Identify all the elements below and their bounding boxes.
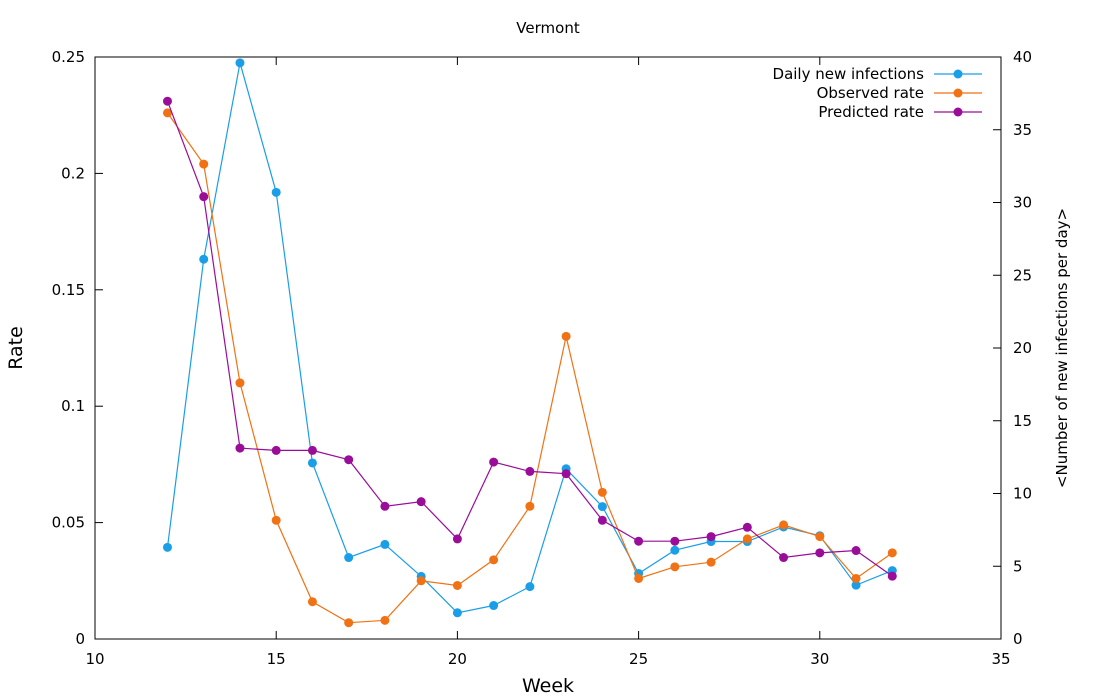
data-point <box>162 96 172 106</box>
data-point <box>670 536 680 546</box>
y2-tick-label: 35 <box>1013 121 1032 139</box>
data-point <box>634 573 644 583</box>
data-point <box>887 548 897 558</box>
data-point <box>489 555 499 565</box>
x-tick-label: 30 <box>810 650 829 668</box>
y2-tick-label: 40 <box>1013 48 1032 66</box>
data-point <box>634 536 644 546</box>
axis-tick-labels: 10 15 20 25 30 3500.050.10.150.20.25051015202… <box>52 48 1033 668</box>
data-point <box>344 618 354 628</box>
legend-marker <box>953 88 963 98</box>
x-tick-label: 35 <box>991 650 1010 668</box>
data-point <box>380 539 390 549</box>
series-group <box>162 58 897 628</box>
legend-label: Observed rate <box>817 84 924 102</box>
y-tick-label: 0 <box>75 630 85 648</box>
data-point <box>851 546 861 556</box>
legend-label: Daily new infections <box>773 65 925 83</box>
data-point <box>525 501 535 511</box>
series-0 <box>162 58 897 618</box>
data-point <box>452 580 462 590</box>
y2-tick-label: 30 <box>1013 194 1032 212</box>
data-point <box>344 455 354 465</box>
data-point <box>815 548 825 558</box>
data-point <box>561 469 571 479</box>
y-axis-label: Rate <box>5 326 27 370</box>
data-point <box>670 545 680 555</box>
data-point <box>670 562 680 572</box>
chart-title: Vermont <box>516 19 580 37</box>
x-tick-label: 10 <box>85 650 104 668</box>
data-point <box>887 571 897 581</box>
data-point <box>452 534 462 544</box>
data-point <box>344 553 354 563</box>
x-tick-label: 15 <box>267 650 286 668</box>
data-point <box>235 378 245 388</box>
data-point <box>416 497 426 507</box>
data-point <box>561 331 571 341</box>
data-point <box>271 515 281 525</box>
data-point <box>235 443 245 453</box>
data-point <box>452 608 462 618</box>
data-point <box>525 466 535 476</box>
y2-tick-label: 0 <box>1013 630 1023 648</box>
legend-label: Predicted rate <box>818 103 924 121</box>
data-point <box>307 597 317 607</box>
data-point <box>597 487 607 497</box>
y2-tick-label: 5 <box>1013 557 1023 575</box>
data-point <box>307 458 317 468</box>
data-point <box>706 532 716 542</box>
data-point <box>779 553 789 563</box>
y-tick-label: 0.05 <box>52 514 85 532</box>
data-point <box>199 159 209 169</box>
x-tick-label: 20 <box>448 650 467 668</box>
series-1 <box>162 108 897 628</box>
plot-frame <box>94 56 1002 640</box>
data-point <box>380 615 390 625</box>
data-point <box>271 445 281 455</box>
data-point <box>162 108 172 118</box>
y2-tick-label: 20 <box>1013 339 1032 357</box>
series-2 <box>162 96 897 581</box>
axis-ticks <box>94 56 1002 640</box>
y2-tick-label: 25 <box>1013 266 1032 284</box>
legend-marker <box>953 69 963 79</box>
data-point <box>235 58 245 68</box>
data-point <box>307 445 317 455</box>
data-point <box>779 520 789 530</box>
data-point <box>199 254 209 264</box>
y2-tick-label: 10 <box>1013 485 1032 503</box>
x-axis-label: Week <box>522 675 574 697</box>
y-tick-label: 0.25 <box>52 48 85 66</box>
data-point <box>597 502 607 512</box>
data-point <box>162 542 172 552</box>
data-point <box>851 573 861 583</box>
y-tick-label: 0.2 <box>61 164 85 182</box>
data-point <box>851 580 861 590</box>
y-tick-label: 0.15 <box>52 281 85 299</box>
legend-marker <box>953 107 963 117</box>
data-point <box>742 534 752 544</box>
y2-tick-label: 15 <box>1013 412 1032 430</box>
x-tick-label: 25 <box>629 650 648 668</box>
data-point <box>489 457 499 467</box>
y-tick-label: 0.1 <box>61 397 85 415</box>
y2-axis-label: <Number of new infections per day> <box>1053 208 1071 488</box>
data-point <box>525 582 535 592</box>
data-point <box>380 501 390 511</box>
data-point <box>489 601 499 611</box>
data-point <box>815 532 825 542</box>
data-point <box>271 187 281 197</box>
data-point <box>597 515 607 525</box>
data-point <box>742 522 752 532</box>
data-point <box>416 576 426 586</box>
data-point <box>199 192 209 202</box>
data-point <box>706 557 716 567</box>
